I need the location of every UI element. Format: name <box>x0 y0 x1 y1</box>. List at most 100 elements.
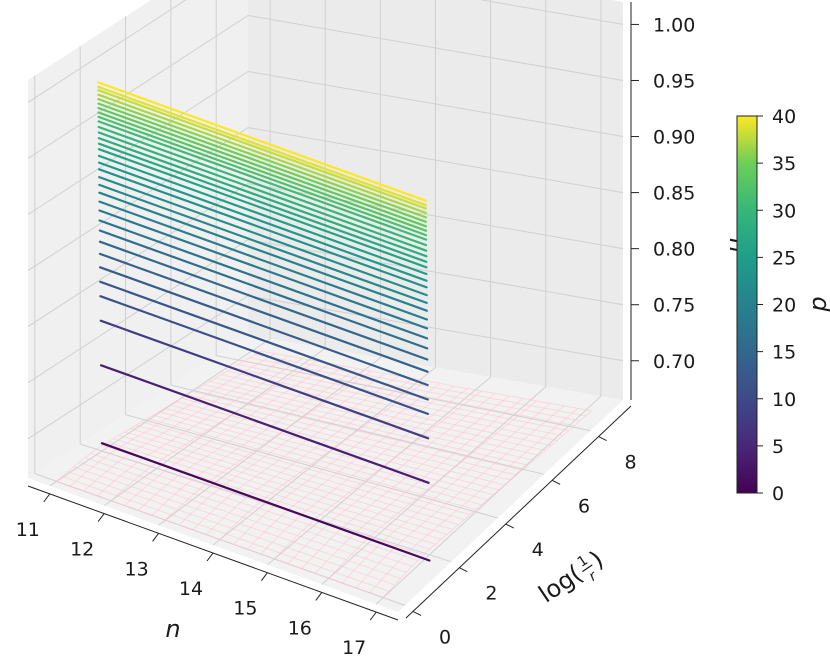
x-tick-label: 16 <box>288 617 312 639</box>
y-tick-label: 6 <box>578 495 590 517</box>
surface-mesh-line <box>255 353 586 417</box>
colorbar-tick-label: 5 <box>772 436 784 458</box>
x-tick-label: 12 <box>70 539 94 561</box>
y-tick-mark <box>551 479 561 485</box>
series-line-p14 <box>98 252 429 373</box>
colorbar-tick-label: 40 <box>772 106 796 128</box>
gridline-z <box>27 127 624 272</box>
surface-mesh-line <box>118 434 448 535</box>
series-line-p25 <box>97 154 428 276</box>
y-tick-label: 8 <box>624 452 636 474</box>
series-line-p38 <box>97 89 427 210</box>
y-axis-label: log( 1 r ) <box>534 545 609 608</box>
series-line-p29 <box>97 131 428 252</box>
x-tick-label: 17 <box>342 637 366 659</box>
y-tick-label: 0 <box>439 626 451 648</box>
series-line-p33 <box>97 111 428 232</box>
series-line-p8 <box>99 319 430 440</box>
surface-mesh-line <box>232 367 563 437</box>
colorbar-tick-labels: 0 5 10 15 20 25 30 35 40 <box>757 106 796 505</box>
series-line-p13 <box>98 266 429 387</box>
surface-mesh-line <box>164 407 494 496</box>
surface-mesh-line <box>96 448 424 556</box>
series-line-p24 <box>97 161 428 282</box>
gridline-y <box>79 46 452 563</box>
colorbar-tick-label: 10 <box>772 389 796 411</box>
series-line-p36 <box>97 97 427 219</box>
surface-mesh-line <box>198 387 529 466</box>
series-line-p28 <box>97 137 428 258</box>
gridline-z <box>27 70 624 215</box>
colorbar-tick-label: 30 <box>772 200 796 222</box>
z-tick-label: 0.95 <box>653 71 695 93</box>
series-line-p11 <box>99 295 429 415</box>
series-line-p39 <box>97 85 427 207</box>
gridline-z <box>27 239 624 384</box>
y-tick-label: 4 <box>532 539 544 561</box>
series-line-p40 <box>97 81 427 202</box>
x-tick-mark <box>261 572 268 582</box>
surface-mesh-line <box>56 480 384 599</box>
series-line-p26 <box>97 148 428 269</box>
surface-mesh-line <box>135 424 465 521</box>
colorbar-tick-label: 35 <box>772 153 796 175</box>
series-line-p37 <box>97 93 427 214</box>
series-line-p30 <box>97 125 428 247</box>
z-tick-label: 0.85 <box>653 183 695 205</box>
surface-mesh-line <box>158 411 488 501</box>
x-tick-label: 15 <box>233 598 257 620</box>
surface-mesh-line <box>62 475 390 592</box>
y-tick-mark <box>598 436 607 442</box>
x-tick-label: 11 <box>16 519 40 541</box>
x-axis-label: n <box>165 615 180 643</box>
surface-mesh-line <box>204 384 534 461</box>
colorbar-tick-label: 20 <box>772 295 796 317</box>
surface-mesh-line <box>107 441 436 545</box>
gridline-y <box>125 16 498 519</box>
series-line-p4 <box>99 364 430 484</box>
z-tick-label: 0.90 <box>653 127 695 149</box>
surface-mesh-line <box>249 357 581 422</box>
series-line-p17 <box>98 219 429 340</box>
surface-mesh-line <box>73 466 401 579</box>
x-tick-mark <box>152 532 159 542</box>
surface-mesh-line <box>260 350 592 412</box>
z-tick-labels: 0.70 0.75 0.80 0.85 0.90 0.95 1.00 <box>653 14 695 372</box>
left-pane <box>28 0 248 478</box>
surface-mesh-line <box>130 428 459 525</box>
surface-mesh-line <box>181 397 511 481</box>
series-line-p18 <box>98 209 429 330</box>
series-line-p16 <box>98 229 429 350</box>
series-line-p19 <box>98 200 428 321</box>
y-tick-mark <box>505 523 514 529</box>
colorbar-tick-label: 15 <box>772 342 796 364</box>
series-line-p23 <box>97 168 428 289</box>
series-line-p20 <box>98 191 428 312</box>
colorbar <box>736 115 758 494</box>
x-tick-mark <box>206 552 214 562</box>
gridline-z <box>27 14 624 159</box>
colorbar-label: p <box>804 296 830 312</box>
series-line-p15 <box>98 240 429 361</box>
series-line-p12 <box>99 280 429 401</box>
z-tick-label: 0.70 <box>653 351 695 373</box>
gridline-z <box>27 183 624 328</box>
series-line-p1 <box>100 442 431 562</box>
x-tick-mark <box>97 513 105 522</box>
x-tick-mark <box>43 493 51 503</box>
surface-mesh-line <box>84 457 413 567</box>
x-tick-mark <box>315 592 323 601</box>
surface-mesh-line <box>152 414 482 506</box>
z-tick-label: 1.00 <box>653 14 695 36</box>
colorbar-tick-label: 0 <box>772 483 784 505</box>
surface-mesh-line <box>175 401 505 486</box>
surface-mesh-line <box>113 438 442 540</box>
surface-mesh-line <box>67 471 395 586</box>
surface-mesh-line <box>192 391 523 471</box>
z-tick-label: 0.75 <box>653 295 695 317</box>
colorbar-tick-label: 25 <box>772 247 796 269</box>
x-tick-labels: 11 12 13 14 15 16 17 <box>16 519 367 659</box>
gridline-y <box>215 0 591 432</box>
series-line-p31 <box>97 120 428 241</box>
